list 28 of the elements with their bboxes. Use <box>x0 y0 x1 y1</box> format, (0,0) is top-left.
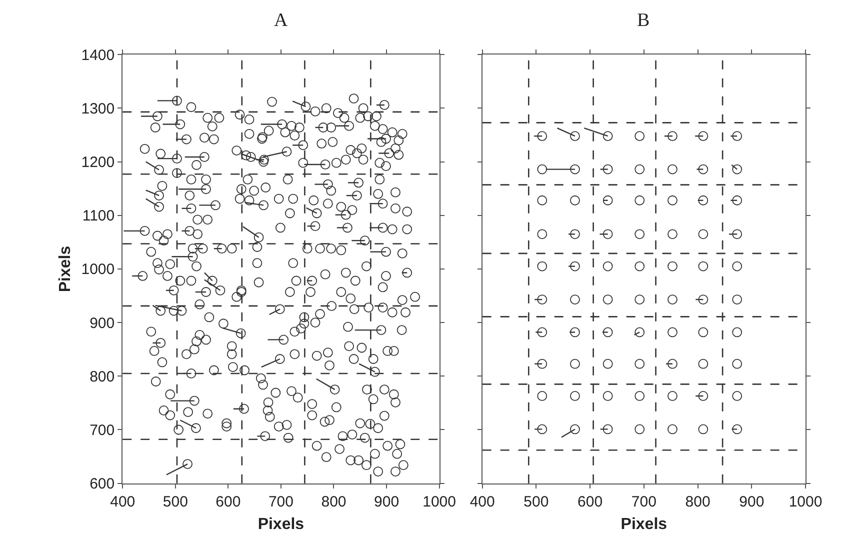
chart-title: A <box>274 10 288 31</box>
x-tick-label: 400 <box>110 493 136 510</box>
x-axis-title: Pixels <box>258 516 304 534</box>
y-tick-label: 1300 <box>81 100 115 118</box>
y-tick-label: 800 <box>90 368 115 386</box>
y-tick-label: 700 <box>90 422 115 439</box>
x-tick-label: 600 <box>216 493 241 510</box>
x-tick-label: 700 <box>268 493 294 510</box>
x-tick-label: 800 <box>321 493 346 510</box>
x-axis-title: Pixels <box>620 516 668 534</box>
y-tick-label: 1100 <box>82 208 115 225</box>
x-tick-label: 700 <box>631 493 656 510</box>
x-tick-label: 1000 <box>422 493 456 510</box>
x-tick-label: 1000 <box>788 493 822 510</box>
x-tick-label: 900 <box>739 493 764 510</box>
y-tick-label: 600 <box>90 476 115 493</box>
x-tick-label: 600 <box>578 493 603 510</box>
x-tick-label: 900 <box>374 493 400 510</box>
y-axis-title: Pixels <box>57 246 74 292</box>
x-tick-label: 400 <box>470 493 495 510</box>
y-tick-label: 1000 <box>81 261 115 278</box>
x-tick-label: 500 <box>524 493 549 510</box>
x-tick-label: 500 <box>162 493 188 510</box>
y-tick-label: 1200 <box>81 154 115 172</box>
y-tick-label: 900 <box>90 314 115 332</box>
y-tick-label: 1400 <box>81 46 115 64</box>
x-tick-label: 800 <box>685 493 710 510</box>
chart-title: B <box>637 10 650 31</box>
